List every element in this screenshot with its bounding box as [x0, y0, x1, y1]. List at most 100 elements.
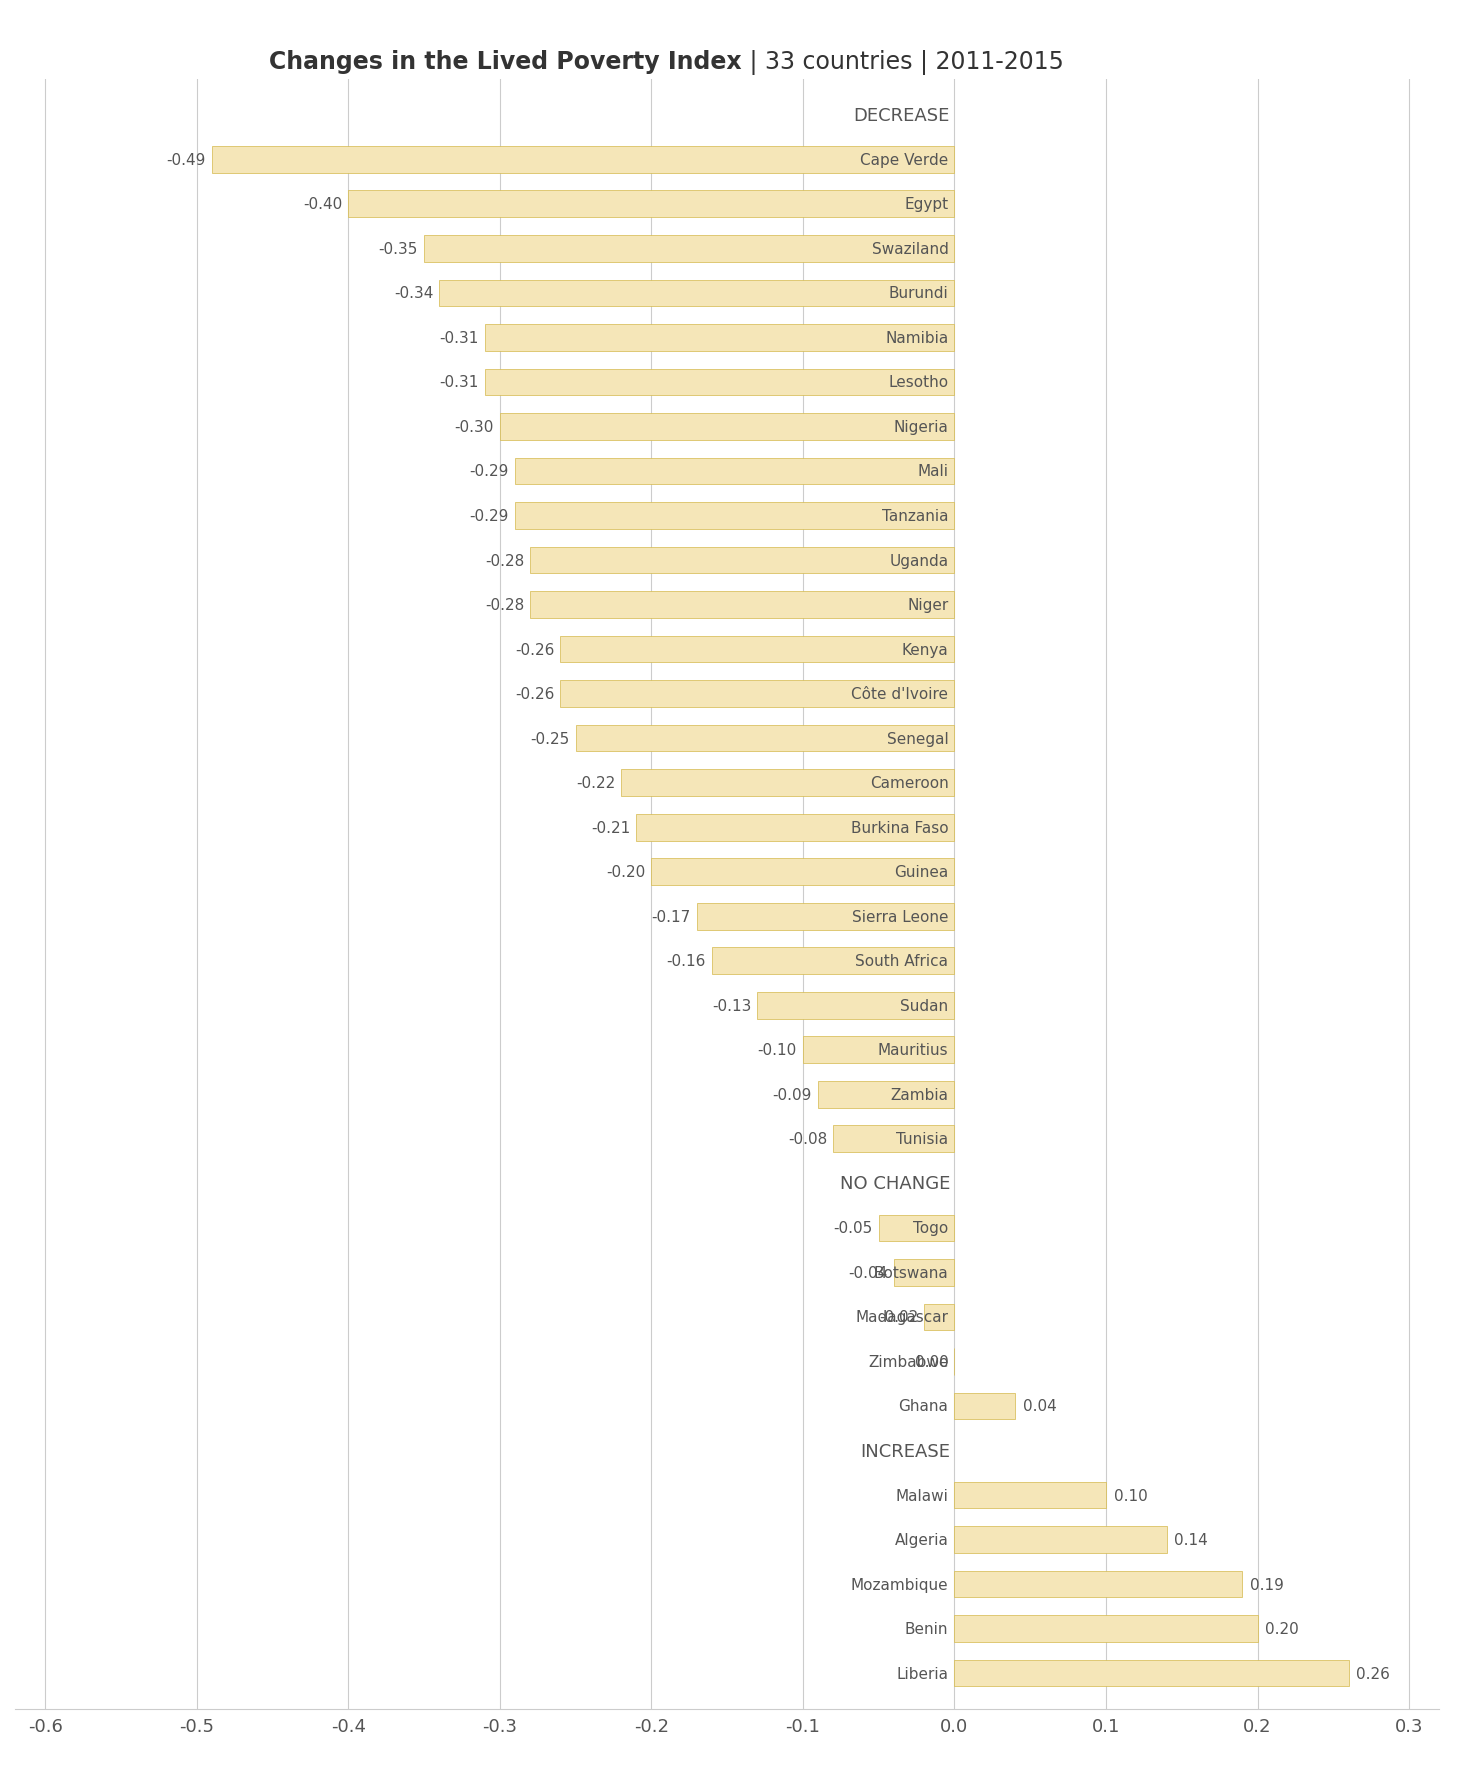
Bar — [530, 546, 954, 573]
Text: -0.29: -0.29 — [469, 465, 509, 479]
Bar — [803, 1036, 954, 1063]
Bar — [818, 1080, 954, 1107]
Text: Mauritius: Mauritius — [879, 1043, 948, 1057]
Bar — [954, 1481, 1106, 1508]
Text: Zimbabwe: Zimbabwe — [868, 1355, 948, 1369]
Text: Lesotho: Lesotho — [889, 376, 948, 390]
Text: Sudan: Sudan — [901, 999, 948, 1013]
Text: -0.05: -0.05 — [834, 1221, 873, 1235]
Text: Namibia: Namibia — [884, 331, 948, 345]
Text: -0.30: -0.30 — [454, 420, 494, 434]
Bar — [925, 1303, 954, 1331]
Text: -0.04: -0.04 — [849, 1266, 887, 1280]
Bar — [485, 368, 954, 395]
Text: -0.09: -0.09 — [773, 1088, 812, 1102]
Text: Malawi: Malawi — [895, 1488, 948, 1502]
Bar — [697, 902, 954, 929]
Text: DECREASE: DECREASE — [853, 107, 950, 125]
Bar — [515, 502, 954, 529]
Text: Cape Verde: Cape Verde — [861, 153, 948, 167]
Text: Tanzania: Tanzania — [881, 509, 948, 523]
Text: Côte d'Ivoire: Côte d'Ivoire — [852, 687, 948, 701]
Text: Mozambique: Mozambique — [850, 1577, 948, 1591]
Text: -0.13: -0.13 — [712, 999, 751, 1013]
Bar — [712, 947, 954, 975]
Text: -0.10: -0.10 — [758, 1043, 797, 1057]
Text: -0.26: -0.26 — [515, 687, 555, 701]
Text: Botswana: Botswana — [874, 1266, 948, 1280]
Text: 0.14: 0.14 — [1174, 1533, 1208, 1547]
Bar — [893, 1260, 954, 1285]
Text: Kenya: Kenya — [902, 643, 948, 657]
Text: 0.20: 0.20 — [1266, 1622, 1298, 1636]
Text: | 33 countries | 2011-2015: | 33 countries | 2011-2015 — [742, 50, 1064, 75]
Bar — [561, 680, 954, 707]
Bar — [954, 1392, 1015, 1420]
Text: -0.26: -0.26 — [515, 643, 555, 657]
Text: -0.17: -0.17 — [651, 910, 690, 924]
Bar — [530, 591, 954, 618]
Text: Mali: Mali — [917, 465, 948, 479]
Text: South Africa: South Africa — [855, 954, 948, 968]
Bar — [561, 635, 954, 662]
Text: -0.31: -0.31 — [439, 376, 479, 390]
Text: -0.28: -0.28 — [485, 554, 524, 568]
Text: -0.31: -0.31 — [439, 331, 479, 345]
Text: 0.10: 0.10 — [1113, 1488, 1147, 1502]
Text: -0.28: -0.28 — [485, 598, 524, 612]
Text: 0.19: 0.19 — [1250, 1577, 1284, 1591]
Text: Ghana: Ghana — [898, 1399, 948, 1413]
Text: -0.22: -0.22 — [576, 776, 614, 790]
Text: INCREASE: INCREASE — [859, 1442, 950, 1460]
Text: Zambia: Zambia — [890, 1088, 948, 1102]
Text: Madagascar: Madagascar — [855, 1310, 948, 1324]
Text: Nigeria: Nigeria — [893, 420, 948, 434]
Text: 0.04: 0.04 — [1022, 1399, 1057, 1413]
Bar — [954, 1570, 1242, 1598]
Bar — [622, 769, 954, 797]
Bar — [651, 858, 954, 885]
Bar — [954, 1659, 1349, 1687]
Bar — [954, 1616, 1257, 1641]
Bar — [349, 190, 954, 217]
Bar — [500, 413, 954, 440]
Text: -0.40: -0.40 — [303, 198, 343, 212]
Text: Tunisia: Tunisia — [896, 1132, 948, 1146]
Text: -0.34: -0.34 — [393, 287, 433, 301]
Bar — [212, 146, 954, 173]
Text: -0.35: -0.35 — [378, 242, 418, 256]
Text: Sierra Leone: Sierra Leone — [852, 910, 948, 924]
Bar — [424, 235, 954, 262]
Bar — [515, 457, 954, 484]
Text: Niger: Niger — [907, 598, 948, 612]
Text: NO CHANGE: NO CHANGE — [840, 1175, 950, 1193]
Text: Swaziland: Swaziland — [871, 242, 948, 256]
Text: Egypt: Egypt — [904, 198, 948, 212]
Text: Liberia: Liberia — [896, 1666, 948, 1680]
Bar — [757, 993, 954, 1018]
Text: Togo: Togo — [913, 1221, 948, 1235]
Text: Senegal: Senegal — [886, 732, 948, 746]
Text: -0.29: -0.29 — [469, 509, 509, 523]
Text: -0.21: -0.21 — [591, 821, 631, 835]
Text: Algeria: Algeria — [895, 1533, 948, 1547]
Text: Benin: Benin — [905, 1622, 948, 1636]
Text: Guinea: Guinea — [895, 865, 948, 879]
Text: -0.49: -0.49 — [166, 153, 206, 167]
Text: Burkina Faso: Burkina Faso — [850, 821, 948, 835]
Bar — [439, 279, 954, 306]
Text: -0.08: -0.08 — [788, 1132, 827, 1146]
Bar — [485, 324, 954, 351]
Text: Cameroon: Cameroon — [870, 776, 948, 790]
Bar — [879, 1214, 954, 1242]
Text: -0.02: -0.02 — [879, 1310, 919, 1324]
Text: -0.25: -0.25 — [530, 732, 570, 746]
Bar — [954, 1525, 1166, 1552]
Text: -0.20: -0.20 — [605, 865, 646, 879]
Text: 0.26: 0.26 — [1356, 1666, 1391, 1680]
Bar — [637, 815, 954, 842]
Text: Changes in the Lived Poverty Index: Changes in the Lived Poverty Index — [270, 50, 742, 73]
Bar — [833, 1125, 954, 1153]
Bar — [576, 726, 954, 751]
Text: Uganda: Uganda — [889, 554, 948, 568]
